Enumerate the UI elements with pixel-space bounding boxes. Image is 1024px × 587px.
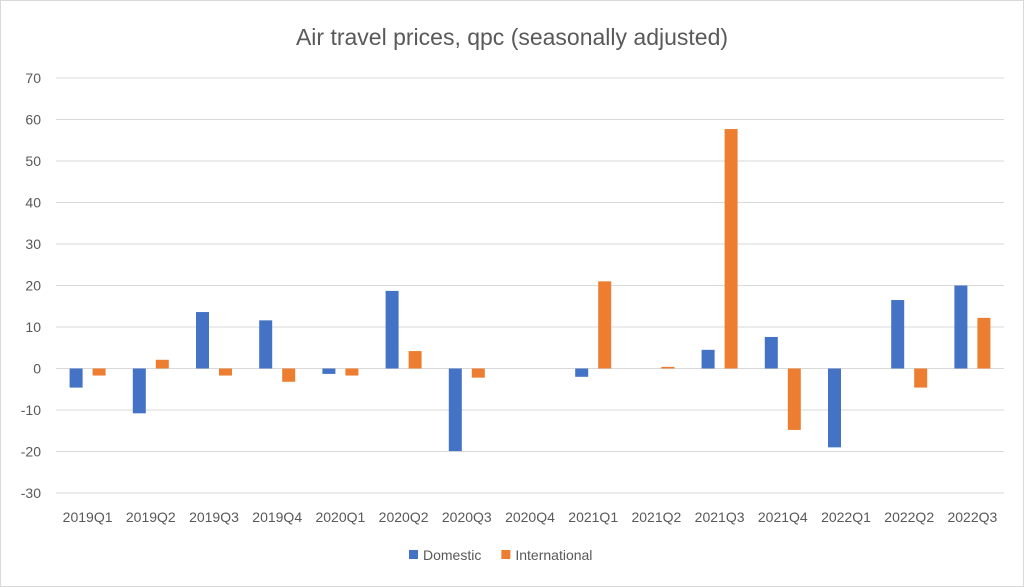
- bar-international: [598, 281, 612, 369]
- legend-label: Domestic: [423, 547, 481, 563]
- y-tick-label: 70: [25, 70, 41, 86]
- legend-swatch-international: [501, 550, 511, 559]
- x-tick-label: 2022Q1: [821, 509, 871, 525]
- bar-international: [408, 351, 422, 369]
- y-tick-label: 50: [25, 153, 41, 169]
- y-tick-label: 60: [25, 112, 41, 128]
- bar-domestic: [828, 368, 841, 448]
- x-tick-label: 2021Q3: [695, 509, 745, 525]
- bar-domestic: [701, 349, 715, 369]
- legend-swatch-domestic: [409, 550, 418, 559]
- bar-domestic: [322, 368, 336, 374]
- bar-domestic: [891, 300, 905, 369]
- x-tick-label: 2021Q4: [758, 509, 808, 525]
- bar-domestic: [385, 290, 399, 369]
- x-tick-label: 2022Q2: [884, 509, 934, 525]
- bar-international: [977, 317, 991, 369]
- bar-international: [787, 368, 801, 430]
- y-tick-label: -10: [21, 402, 41, 418]
- chart-title: Air travel prices, qpc (seasonally adjus…: [296, 24, 728, 50]
- legend-label: International: [515, 547, 592, 563]
- bar-domestic: [259, 320, 273, 369]
- y-tick-label: 40: [25, 195, 41, 211]
- bar-international: [92, 368, 106, 376]
- x-tick-label: 2020Q2: [379, 509, 429, 525]
- bar-domestic: [132, 368, 146, 414]
- bar-domestic: [764, 336, 778, 369]
- y-tick-label: 30: [25, 236, 41, 252]
- bar-domestic: [196, 312, 209, 369]
- bar-international: [724, 129, 738, 369]
- bar-international: [471, 368, 485, 378]
- x-tick-label: 2019Q2: [126, 509, 176, 525]
- bar-international: [345, 368, 359, 376]
- x-tick-label: 2020Q4: [505, 509, 555, 525]
- bar-domestic: [575, 368, 589, 377]
- bar-international: [914, 368, 928, 388]
- x-tick-label: 2020Q1: [315, 509, 365, 525]
- x-tick-label: 2019Q1: [63, 509, 113, 525]
- x-tick-label: 2019Q3: [189, 509, 239, 525]
- x-tick-label: 2020Q3: [442, 509, 492, 525]
- x-tick-label: 2021Q1: [568, 509, 618, 525]
- y-tick-label: -30: [21, 485, 41, 501]
- bar-international: [282, 368, 296, 382]
- bar-domestic: [69, 368, 83, 388]
- x-tick-label: 2019Q4: [252, 509, 302, 525]
- bar-international: [661, 366, 675, 369]
- y-tick-label: 0: [33, 361, 41, 377]
- y-tick-label: 20: [25, 278, 41, 294]
- y-tick-label: 10: [25, 319, 41, 335]
- x-tick-label: 2021Q2: [631, 509, 681, 525]
- bar-international: [219, 368, 232, 376]
- bar-domestic: [448, 368, 462, 452]
- y-tick-label: -20: [21, 444, 41, 460]
- bar-domestic: [954, 285, 968, 369]
- x-tick-label: 2022Q3: [947, 509, 997, 525]
- bar-international: [155, 359, 169, 369]
